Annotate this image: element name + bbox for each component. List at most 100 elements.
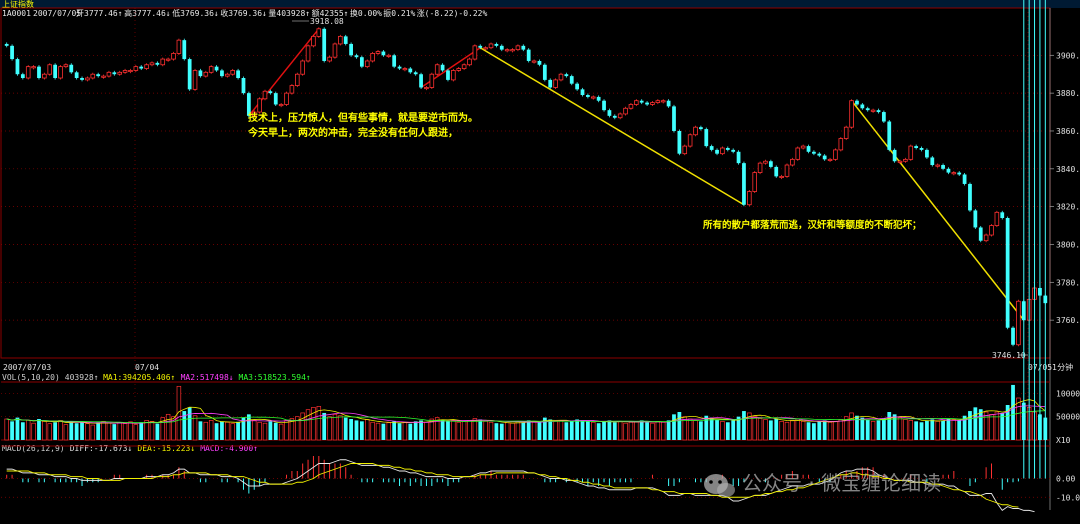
- macd-panel: 0.00 -10.00: [1, 0, 1080, 513]
- volume-bar: [165, 413, 171, 441]
- price-tick-label: 3840.00: [1056, 165, 1080, 174]
- candle: [47, 64, 53, 75]
- volume-bar: [300, 412, 305, 441]
- candle: [53, 64, 58, 78]
- volume-bar: [402, 421, 408, 441]
- volume-bar: [208, 420, 214, 441]
- low-price-label: 3746.10: [992, 351, 1026, 360]
- candle: [225, 73, 230, 77]
- candle: [472, 45, 478, 60]
- candle: [736, 151, 741, 164]
- candle: [795, 147, 801, 160]
- candle: [682, 145, 688, 155]
- legend-item: MACD(26,12,9): [2, 444, 65, 453]
- volume-ma-line: [6, 405, 1046, 424]
- volume-bar: [784, 421, 790, 441]
- volume-bar: [855, 415, 859, 440]
- volume-bar: [779, 420, 784, 441]
- volume-bar: [930, 419, 935, 440]
- volume-bar: [53, 422, 58, 440]
- volume-bar: [354, 420, 359, 440]
- volume-bar: [639, 420, 644, 440]
- volume-bar: [446, 421, 450, 440]
- candle: [590, 96, 596, 99]
- candle: [892, 149, 897, 162]
- volume-bar: [241, 417, 246, 440]
- info-item: 额42355↑: [312, 8, 349, 18]
- candle: [198, 70, 203, 77]
- candle: [752, 172, 757, 192]
- candle: [1005, 218, 1010, 328]
- volume-bar: [822, 420, 827, 440]
- candle: [478, 45, 483, 48]
- volume-bar: [359, 421, 364, 440]
- volume-bar: [580, 420, 585, 440]
- volume-bar: [596, 423, 601, 440]
- wechat-icon: [704, 474, 735, 497]
- legend-item: MACD:-4.900↑: [200, 444, 258, 453]
- candle: [817, 153, 822, 156]
- candle: [101, 75, 106, 78]
- candle: [580, 89, 585, 96]
- candle: [69, 64, 74, 73]
- candle: [446, 70, 450, 80]
- candle: [946, 168, 951, 173]
- volume-bar: [715, 419, 719, 440]
- candle: [424, 87, 429, 90]
- volume-bar: [682, 416, 687, 441]
- volume-bar: [155, 423, 160, 440]
- candle: [617, 113, 623, 119]
- candle: [962, 174, 967, 184]
- volume-bar: [311, 406, 316, 441]
- volume-bar: [919, 422, 924, 440]
- volume-bar: [268, 421, 273, 440]
- candle: [354, 55, 359, 58]
- candle: [1000, 212, 1005, 218]
- volume-bar: [709, 417, 714, 440]
- volume-bar: [677, 412, 682, 440]
- volume-bar: [602, 421, 606, 440]
- volume-bar: [725, 422, 730, 440]
- candle: [687, 134, 693, 147]
- volume-bar: [586, 421, 590, 440]
- volume-bar: [558, 420, 564, 441]
- volume-bar: [198, 421, 203, 440]
- volume-bar: [763, 419, 768, 441]
- macd-tick-label: 0.00: [1056, 475, 1075, 484]
- volume-bar: [790, 420, 795, 441]
- candle: [305, 45, 311, 62]
- candle: [704, 129, 709, 147]
- candle: [763, 160, 768, 164]
- candle: [295, 73, 300, 86]
- volume-bar: [413, 421, 418, 440]
- volume-bar: [564, 422, 569, 440]
- volume-bar: [699, 421, 703, 440]
- volume-bar: [133, 424, 139, 441]
- candle: [973, 210, 978, 228]
- candle: [20, 74, 25, 78]
- candle: [521, 45, 526, 50]
- volume-bar: [881, 418, 886, 440]
- candle: [262, 90, 268, 100]
- info-date: 2007/07/05: [33, 9, 81, 18]
- volume-bar: [946, 418, 951, 440]
- candle: [133, 66, 139, 71]
- volume-bar: [591, 421, 596, 441]
- volume-bar: [569, 421, 574, 440]
- volume-bar: [575, 419, 580, 440]
- candle: [386, 54, 392, 57]
- candle: [187, 59, 192, 90]
- vol-tick-label: 50000: [1056, 413, 1080, 422]
- volume-bar: [101, 420, 106, 441]
- volume-bar: [499, 423, 504, 440]
- info-item: 低3769.36↓: [172, 8, 219, 18]
- info-item: 振0.21%: [383, 8, 415, 18]
- volume-bar: [10, 421, 14, 440]
- candle: [742, 163, 746, 205]
- candle: [359, 57, 364, 67]
- volume-bar: [343, 417, 348, 440]
- candle: [155, 62, 160, 65]
- volume-bar: [424, 421, 429, 441]
- volume-bar: [327, 416, 332, 441]
- candle: [392, 55, 397, 67]
